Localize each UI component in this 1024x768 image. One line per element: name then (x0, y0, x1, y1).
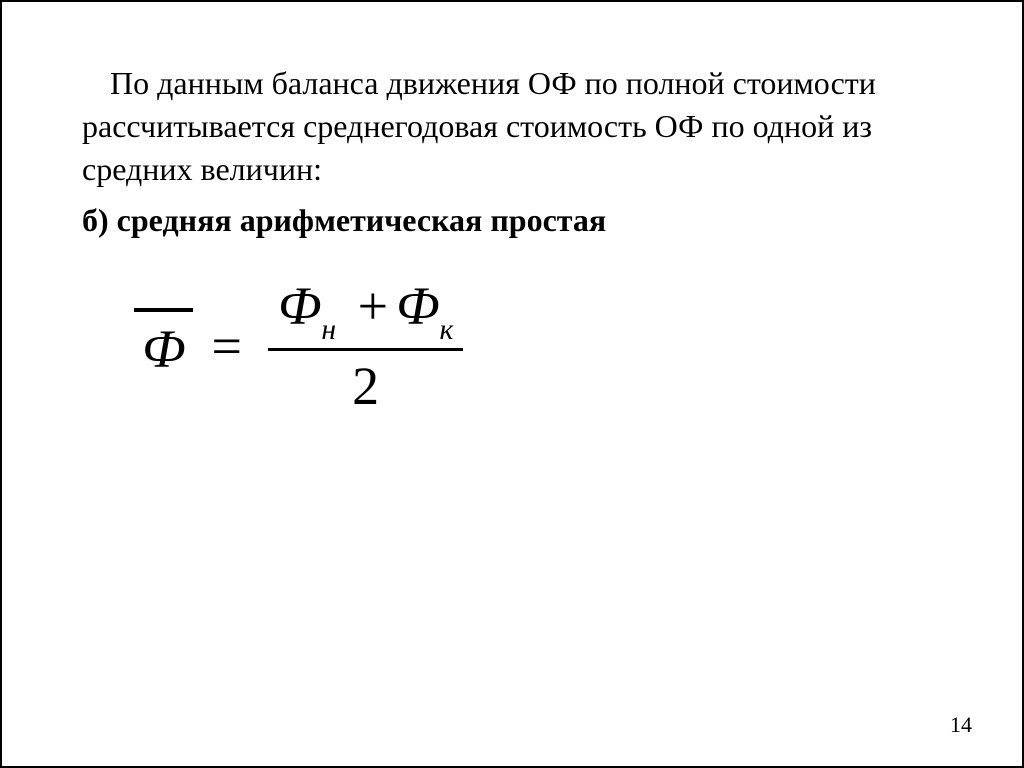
numerator-phi-1: Ф (278, 276, 321, 336)
formula-simple-arithmetic-mean: Ф = Фн +Фк 2 (52, 279, 972, 414)
slide-frame: По данным баланса движения ОФ по полной … (0, 0, 1024, 768)
plus-sign: + (350, 276, 396, 336)
subheading: б) средняя арифметическая простая (52, 202, 972, 239)
intro-paragraph: По данным баланса движения ОФ по полной … (52, 62, 972, 192)
numerator-sub-2: к (439, 314, 453, 346)
numerator-phi-2: Ф (396, 276, 439, 336)
overline (134, 308, 193, 312)
formula-lhs-phi-bar: Ф (142, 312, 185, 380)
formula-lhs-symbol: Ф (142, 319, 185, 379)
fraction-numerator: Фн +Фк (268, 279, 463, 349)
fraction: Фн +Фк 2 (268, 279, 463, 414)
fraction-denominator: 2 (342, 351, 389, 413)
numerator-sub-1: н (321, 314, 336, 346)
page-number: 14 (950, 712, 972, 738)
equals-sign: = (203, 315, 249, 377)
